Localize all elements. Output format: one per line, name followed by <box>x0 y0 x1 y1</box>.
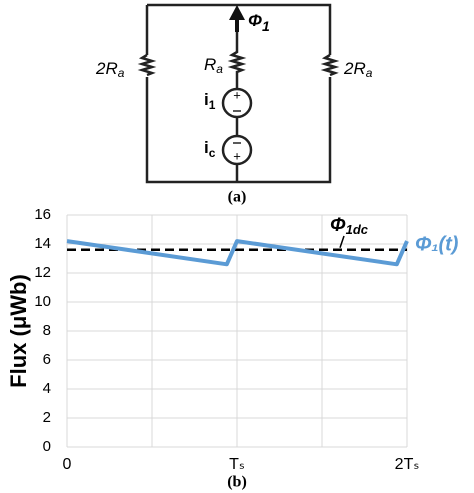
annotation-arrow <box>339 235 345 249</box>
middle-branch <box>227 30 247 182</box>
label-sub: 1 <box>209 98 216 112</box>
y-tick-label: 6 <box>43 351 51 368</box>
label-sub: a <box>118 66 125 80</box>
label-base: i <box>204 90 209 109</box>
source-label: i1 <box>204 90 216 112</box>
y-axis-label: Flux (μWb) <box>6 274 31 388</box>
x-tick-label: 0 <box>63 456 72 473</box>
resistor-label: Ra <box>204 55 223 76</box>
flux-label: Φ1 <box>248 11 270 33</box>
reference-label: Φ1dc <box>330 215 369 237</box>
outer-loop <box>145 3 332 184</box>
x-tick-label: Tₛ <box>229 456 245 473</box>
label-base: Φ <box>330 215 346 236</box>
x-tick-label: 2Tₛ <box>395 456 420 473</box>
source-label: ic <box>204 138 216 160</box>
caption: (b) <box>227 474 247 491</box>
plus-sign: + <box>233 148 241 163</box>
y-tick-label: 0 <box>43 438 51 455</box>
plus-sign: + <box>233 87 241 102</box>
label-sub: a <box>216 62 223 76</box>
label-sub: 1 <box>262 18 270 34</box>
y-tick-label: 12 <box>34 264 51 281</box>
label-base: 2R <box>95 59 118 78</box>
flux-arrow-head <box>229 5 245 20</box>
label-sub: 1dc <box>346 222 369 237</box>
circuit: + + Φ1 2Ra Ra 2Ra i1 ic (a) <box>95 3 373 206</box>
resistor-label: 2Ra <box>343 59 373 80</box>
resistor <box>137 53 157 77</box>
y-tick-label: 16 <box>34 206 51 223</box>
source <box>221 87 253 119</box>
series-line <box>66 239 409 267</box>
label-base: 2R <box>343 59 366 78</box>
series-label: Φ₁(t) <box>415 233 459 255</box>
label-base: Φ <box>248 11 262 30</box>
label-base: i <box>204 138 209 157</box>
label-sub: c <box>209 146 216 160</box>
source <box>221 134 253 166</box>
resistor <box>320 53 340 77</box>
y-tick-label: 10 <box>34 293 51 310</box>
resistor-label: 2Ra <box>95 59 125 80</box>
label-base: R <box>204 55 216 74</box>
caption: (a) <box>228 189 247 206</box>
y-tick-label: 8 <box>43 322 51 339</box>
y-tick-label: 4 <box>43 380 51 397</box>
y-tick-label: 14 <box>34 235 51 252</box>
y-tick-label: 2 <box>43 409 51 426</box>
label-sub: a <box>366 66 373 80</box>
